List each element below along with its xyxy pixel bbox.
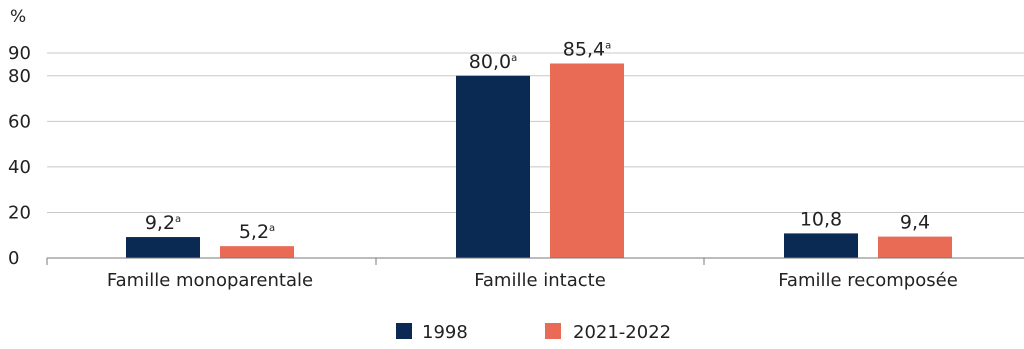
- data-label-3-1: 10,8: [800, 208, 842, 230]
- y-tick-label-20: 20: [8, 202, 31, 223]
- x-tick-label-3: Famille recomposée: [778, 270, 958, 291]
- y-tick-label-80: 80: [8, 66, 31, 87]
- legend-label-2: 2021-2022: [573, 322, 671, 343]
- data-label-2-1: 80,0a: [469, 51, 517, 73]
- y-tick-label-0: 0: [8, 248, 19, 269]
- y-tick-label-60: 60: [8, 111, 31, 132]
- bar-3-2: [878, 236, 952, 258]
- y-tick-label-90: 90: [8, 43, 31, 64]
- data-label-1-2: 5,2a: [239, 221, 275, 243]
- y-axis-label: %: [10, 7, 26, 27]
- data-label-2-2: 85,4a: [563, 38, 611, 60]
- bar-1-1: [126, 237, 200, 258]
- bar-2-1: [456, 75, 530, 259]
- x-tick-label-2: Famille intacte: [474, 270, 606, 291]
- bar-3-1: [784, 233, 858, 258]
- bar-2-2: [550, 63, 624, 258]
- data-label-3-2: 9,4: [900, 212, 930, 234]
- legend-swatch-1: [396, 323, 412, 339]
- y-tick-label-40: 40: [8, 157, 31, 178]
- legend-label-1: 1998: [422, 322, 468, 343]
- legend-swatch-2: [545, 323, 561, 339]
- x-tick-label-1: Famille monoparentale: [107, 270, 313, 291]
- data-label-1-1: 9,2a: [145, 212, 181, 234]
- bar-1-2: [220, 246, 294, 258]
